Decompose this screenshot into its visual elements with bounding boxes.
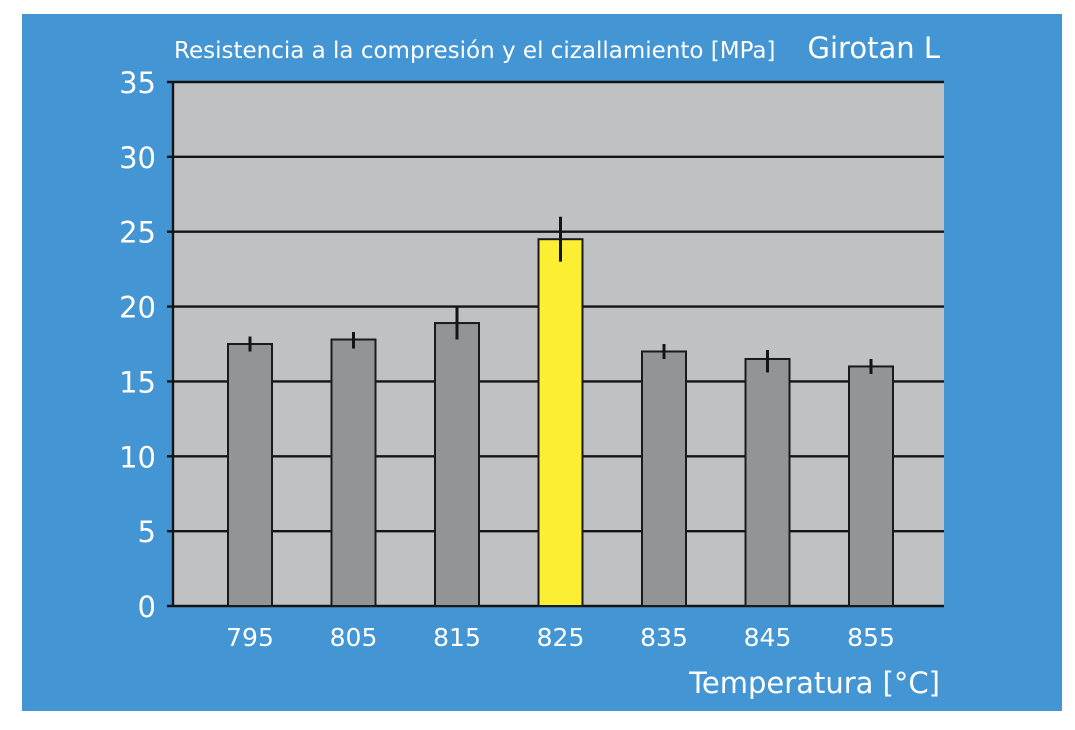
y-tick-label: 30: [119, 141, 156, 175]
y-tick-label: 0: [138, 590, 156, 624]
x-axis-ticks: 795 805 815 825 835 845 855: [226, 623, 895, 652]
y-tick-label: 20: [119, 291, 156, 325]
x-tick-label: 805: [330, 623, 378, 652]
x-tick-label: 855: [847, 623, 895, 652]
bars: [227, 216, 894, 608]
x-tick-label: 795: [226, 623, 274, 652]
bar: [641, 350, 687, 607]
bar: [744, 357, 791, 607]
x-tick-label: 825: [537, 623, 585, 652]
y-tick-label: 15: [119, 365, 156, 399]
y-tick-label: 35: [119, 66, 156, 100]
x-axis-label: Temperatura [°C]: [688, 666, 940, 700]
x-tick-label: 835: [640, 623, 688, 652]
x-tick-label: 845: [744, 623, 792, 652]
y-tick-label: 25: [119, 216, 156, 250]
y-tick-label: 5: [138, 515, 156, 549]
chart-subtitle: Girotan L: [808, 31, 940, 65]
x-tick-label: 815: [433, 623, 481, 652]
bar: [227, 343, 273, 607]
chart-title: Resistencia a la compresión y el cizalla…: [174, 38, 776, 64]
bar: [330, 338, 377, 607]
y-tick-label: 10: [119, 440, 156, 474]
y-axis-ticks: 0 5 10 15 20 25 30 35: [119, 66, 156, 624]
bar: [434, 322, 480, 607]
bar: [537, 238, 584, 607]
bar: [848, 365, 894, 608]
